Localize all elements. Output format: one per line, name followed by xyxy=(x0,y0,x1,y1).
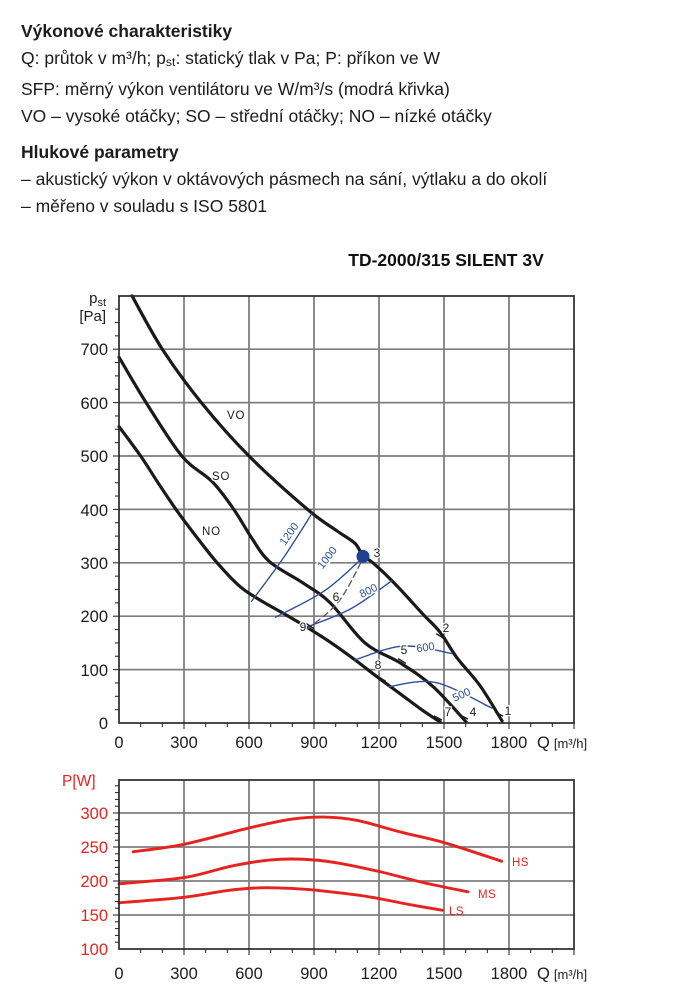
power-y-tick-150: 150 xyxy=(80,907,108,925)
pressure-chart-grid xyxy=(113,296,575,729)
point-8-tick xyxy=(377,676,387,682)
power-chart-curves xyxy=(117,815,504,912)
curve-ms-mid-speed-power xyxy=(117,857,470,894)
intro-line1-part-a: Q: průtok v m³/h; p xyxy=(21,48,166,68)
curve-so-mid-speed xyxy=(117,355,468,724)
point-7-tick xyxy=(433,715,443,721)
point-label-4: 4 xyxy=(470,705,477,719)
pressure-x-tick-0: 0 xyxy=(114,734,123,752)
power-x-tick-900: 900 xyxy=(300,965,328,983)
pressure-y-tick-600: 600 xyxy=(80,395,108,413)
intro-line-speeds: VO – vysoké otáčky; SO – střední otáčky;… xyxy=(21,106,492,126)
power-y-tick-100: 100 xyxy=(80,941,108,959)
point-label-1: 1 xyxy=(505,704,512,718)
point-5-tick xyxy=(397,658,407,664)
intro-line1-subscript: st xyxy=(165,55,176,69)
point-label-8: 8 xyxy=(375,658,382,672)
curve-no-low-speed xyxy=(117,425,442,724)
pressure-y-tick-400: 400 xyxy=(80,502,108,520)
pressure-x-tick-900: 900 xyxy=(300,734,328,752)
chart-title: TD-2000/315 SILENT 3V xyxy=(348,250,544,270)
intro-heading-performance: Výkonové charakteristiky xyxy=(21,21,233,41)
pressure-x-axis-unit: Q [m³/h] xyxy=(537,734,587,752)
pressure-x-tick-1500: 1500 xyxy=(426,734,463,752)
intro-text: Výkonové charakteristiky Q: průtok v m³/… xyxy=(21,18,661,220)
pressure-x-axis-unit-text: [m³/h] xyxy=(554,736,587,751)
point-label-6: 6 xyxy=(333,590,340,604)
pressure-x-tick-600: 600 xyxy=(235,734,263,752)
power-chart: P[W] 300 250 200 150 100 0 300 600 900 1… xyxy=(62,773,587,983)
label-sfp-1000: 1000 xyxy=(315,545,340,572)
pressure-x-tick-1200: 1200 xyxy=(361,734,398,752)
label-no: NO xyxy=(202,526,221,538)
label-ms: MS xyxy=(478,889,496,901)
point-label-7: 7 xyxy=(445,705,452,719)
point-1-tick xyxy=(494,711,504,717)
point-label-3: 3 xyxy=(374,546,381,560)
power-chart-grid xyxy=(113,780,575,955)
label-sfp-800: 800 xyxy=(358,582,380,601)
point-2-tick xyxy=(435,633,445,639)
pressure-x-tick-1800: 1800 xyxy=(491,734,528,752)
curve-sfp-800 xyxy=(306,580,393,628)
intro-line1-part-b: : statický tlak v Pa; P: příkon ve W xyxy=(175,48,440,68)
pressure-chart: pst [Pa] 700 600 500 400 300 200 100 0 0… xyxy=(79,290,587,752)
label-hs: HS xyxy=(512,857,529,869)
pressure-y-tick-300: 300 xyxy=(80,555,108,573)
point-label-9: 9 xyxy=(300,620,307,634)
point-label-2: 2 xyxy=(443,621,450,635)
power-y-tick-300: 300 xyxy=(80,805,108,823)
curve-sfp-600 xyxy=(354,645,453,661)
curve-hs-high-speed-power xyxy=(131,815,504,863)
intro-line-iso: – měřeno v souladu s ISO 5801 xyxy=(21,196,268,216)
power-x-tick-600: 600 xyxy=(235,965,263,983)
pressure-y-tick-700: 700 xyxy=(80,341,108,359)
point-9-tick xyxy=(305,622,315,630)
label-vo: VO xyxy=(227,410,245,422)
label-so: SO xyxy=(212,471,230,483)
intro-line-quantities: Q: průtok v m³/h; pst: statický tlak v P… xyxy=(21,45,661,76)
intro-heading-noise: Hlukové parametry xyxy=(21,142,179,162)
label-sfp-1200: 1200 xyxy=(278,521,302,548)
intro-line-acoustic: – akustický výkon v oktávových pásmech n… xyxy=(21,169,548,189)
pressure-x-tick-300: 300 xyxy=(170,734,198,752)
power-y-axis-label: P[W] xyxy=(62,773,96,790)
power-x-tick-300: 300 xyxy=(170,965,198,983)
reference-dashed-line xyxy=(306,557,364,630)
label-ls: LS xyxy=(449,906,464,918)
power-x-tick-0: 0 xyxy=(114,965,123,983)
curve-ls-low-speed-power xyxy=(117,886,444,912)
power-x-axis-unit: Q [m³/h] xyxy=(537,965,587,983)
power-y-tick-250: 250 xyxy=(80,839,108,857)
pressure-y-axis-label: pst xyxy=(89,290,106,309)
power-x-axis-symbol: Q xyxy=(537,965,550,983)
point-4-tick xyxy=(459,714,469,720)
pressure-y-axis-symbol: p xyxy=(89,290,97,307)
power-x-tick-1200: 1200 xyxy=(361,965,398,983)
power-x-tick-1500: 1500 xyxy=(426,965,463,983)
pressure-x-axis-symbol: Q xyxy=(537,734,550,752)
pressure-y-tick-500: 500 xyxy=(80,448,108,466)
curve-sfp-1000 xyxy=(274,556,364,618)
power-x-axis-unit-text: [m³/h] xyxy=(554,967,587,982)
power-chart-frame xyxy=(118,779,575,950)
intro-line-sfp: SFP: měrný výkon ventilátoru ve W/m³/s (… xyxy=(21,79,450,99)
pressure-chart-frame xyxy=(118,295,575,724)
power-y-tick-200: 200 xyxy=(80,873,108,891)
pressure-y-tick-100: 100 xyxy=(80,662,108,680)
operating-point-dot xyxy=(356,549,370,563)
pressure-y-tick-0: 0 xyxy=(99,715,108,733)
curve-sfp-1200 xyxy=(250,512,313,602)
pressure-y-axis-unit: [Pa] xyxy=(79,308,106,325)
pressure-y-axis-subscript: st xyxy=(97,297,106,309)
point-label-5: 5 xyxy=(401,643,408,657)
label-sfp-600: 600 xyxy=(416,641,436,656)
pressure-y-tick-200: 200 xyxy=(80,608,108,626)
curve-sfp-500 xyxy=(388,680,493,709)
curve-vo-high-speed xyxy=(130,294,504,723)
power-x-tick-1800: 1800 xyxy=(491,965,528,983)
